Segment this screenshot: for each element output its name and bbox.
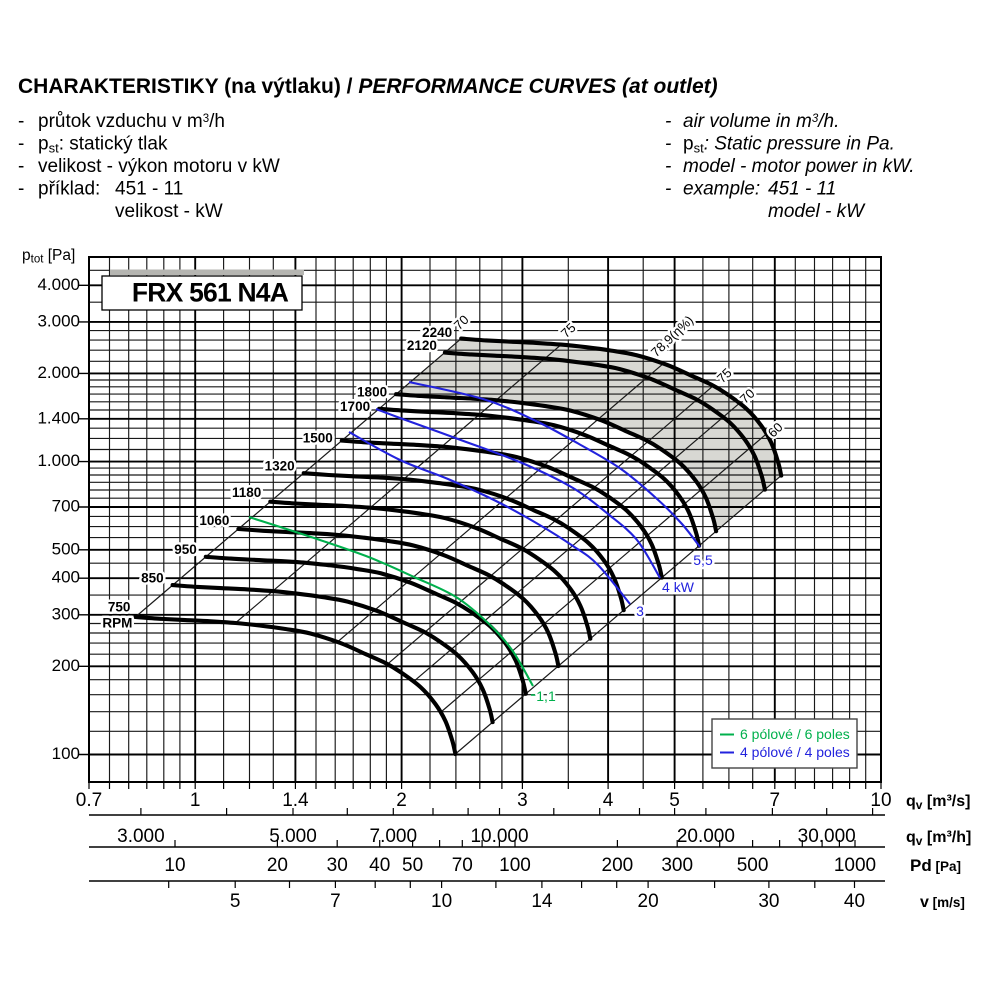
svg-text:5: 5: [669, 790, 680, 811]
svg-text:-: -: [665, 156, 671, 177]
svg-text:2.000: 2.000: [37, 363, 80, 382]
svg-text:20: 20: [638, 891, 659, 912]
svg-text:3: 3: [517, 790, 528, 811]
svg-text:velikost - kW: velikost - kW: [115, 201, 223, 222]
svg-text:5,5: 5,5: [693, 552, 713, 568]
svg-text:1180: 1180: [232, 485, 261, 500]
svg-text:30: 30: [758, 891, 779, 912]
svg-text:7: 7: [330, 891, 341, 912]
svg-text:50: 50: [402, 855, 423, 876]
svg-text:4 pólové / 4 poles: 4 pólové / 4 poles: [740, 744, 850, 760]
svg-text:4: 4: [603, 790, 614, 811]
svg-text:1060: 1060: [199, 513, 229, 528]
svg-text:10: 10: [431, 891, 452, 912]
svg-text:20: 20: [267, 855, 288, 876]
svg-text:5.000: 5.000: [269, 826, 317, 847]
svg-text:CHARAKTERISTIKY (na výtlaku) /: CHARAKTERISTIKY (na výtlaku) / PERFORMAN…: [18, 75, 718, 98]
svg-text:750: 750: [108, 600, 131, 615]
svg-text:1500: 1500: [303, 431, 333, 446]
svg-text:FRX 561 N4A: FRX 561 N4A: [132, 278, 289, 308]
svg-text:200: 200: [52, 656, 80, 675]
svg-text:RPM: RPM: [102, 616, 132, 631]
svg-text:950: 950: [174, 542, 197, 557]
svg-text:1320: 1320: [265, 459, 295, 474]
svg-text:2120: 2120: [407, 338, 437, 353]
svg-text:500: 500: [737, 855, 769, 876]
svg-text:7.000: 7.000: [370, 826, 418, 847]
svg-text:300: 300: [661, 855, 693, 876]
svg-text:příklad:: příklad:: [38, 179, 100, 200]
svg-text:-: -: [18, 111, 24, 132]
svg-text:1800: 1800: [357, 385, 387, 400]
svg-text:4.000: 4.000: [37, 275, 80, 294]
svg-text:451 - 11: 451 - 11: [115, 179, 183, 200]
svg-text:0.7: 0.7: [76, 790, 102, 811]
svg-text:1: 1: [190, 790, 201, 811]
svg-text:-: -: [18, 156, 24, 177]
svg-text:14: 14: [531, 891, 553, 912]
svg-text:400: 400: [52, 568, 80, 587]
svg-text:40: 40: [844, 891, 865, 912]
svg-text:10: 10: [870, 790, 891, 811]
svg-text:model - kW: model - kW: [768, 201, 866, 222]
svg-text:2: 2: [396, 790, 407, 811]
svg-text:-: -: [665, 179, 671, 200]
svg-text:100: 100: [499, 855, 531, 876]
svg-text:1.400: 1.400: [37, 408, 80, 427]
svg-text:-: -: [665, 111, 671, 132]
svg-text:200: 200: [602, 855, 634, 876]
svg-text:850: 850: [141, 571, 164, 586]
svg-text:example:: example:: [683, 179, 760, 200]
svg-text:velikost - výkon motoru v kW: velikost - výkon motoru v kW: [38, 156, 280, 177]
svg-text:3: 3: [636, 603, 644, 619]
svg-text:30.000: 30.000: [798, 826, 856, 847]
svg-text:5: 5: [230, 891, 241, 912]
svg-text:Pd [Pa]: Pd [Pa]: [910, 856, 961, 875]
svg-text:v [m/s]: v [m/s]: [920, 894, 965, 911]
svg-text:40: 40: [369, 855, 390, 876]
svg-text:7: 7: [770, 790, 781, 811]
svg-text:1000: 1000: [834, 855, 876, 876]
svg-text:2240: 2240: [422, 325, 452, 340]
svg-text:-: -: [18, 179, 24, 200]
svg-text:průtok vzduchu v m3/h: průtok vzduchu v m3/h: [38, 111, 225, 132]
svg-text:100: 100: [52, 744, 80, 763]
svg-text:10.000: 10.000: [470, 826, 528, 847]
svg-text:qv [m³/h]: qv [m³/h]: [906, 829, 971, 848]
svg-text:1,1: 1,1: [536, 688, 556, 704]
svg-text:700: 700: [52, 497, 80, 516]
svg-text:model - motor power in kW.: model - motor power in kW.: [683, 156, 915, 177]
svg-text:-: -: [18, 134, 24, 155]
svg-text:air volume in m3/h.: air volume in m3/h.: [683, 111, 839, 132]
svg-text:3.000: 3.000: [117, 826, 165, 847]
svg-text:3.000: 3.000: [37, 311, 80, 330]
svg-text:30: 30: [327, 855, 348, 876]
svg-text:1700: 1700: [340, 399, 370, 414]
svg-text:500: 500: [52, 539, 80, 558]
svg-text:20.000: 20.000: [677, 826, 735, 847]
svg-text:ptot [Pa]: ptot [Pa]: [22, 247, 75, 266]
svg-text:qv [m³/s]: qv [m³/s]: [906, 793, 970, 812]
svg-text:pst: Static pressure in Pa.: pst: Static pressure in Pa.: [683, 134, 895, 156]
svg-text:1.4: 1.4: [282, 790, 309, 811]
svg-text:-: -: [665, 134, 671, 155]
svg-text:6 pólové / 6 poles: 6 pólové / 6 poles: [740, 726, 850, 742]
svg-text:pst: statický tlak: pst: statický tlak: [38, 134, 168, 156]
svg-text:10: 10: [164, 855, 185, 876]
svg-text:4 kW: 4 kW: [662, 579, 695, 595]
svg-text:451 - 11: 451 - 11: [768, 179, 836, 200]
svg-text:70: 70: [452, 855, 473, 876]
svg-text:1.000: 1.000: [37, 451, 80, 470]
svg-text:300: 300: [52, 604, 80, 623]
